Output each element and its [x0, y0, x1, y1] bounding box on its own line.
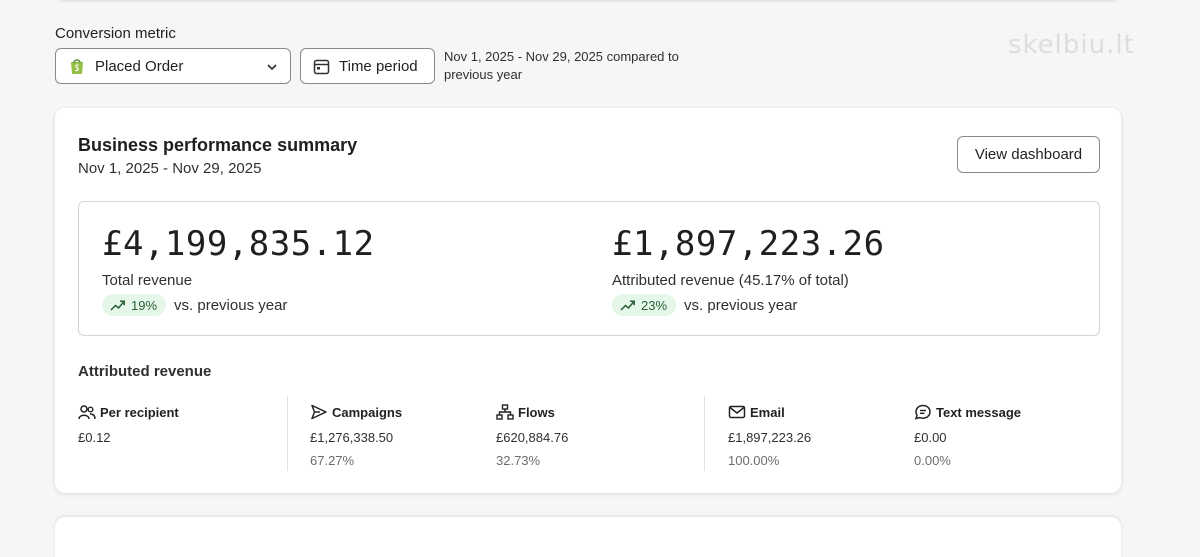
envelope-icon [728, 404, 746, 420]
time-period-label: Time period [339, 57, 418, 75]
metric-selected-value: Placed Order [95, 57, 184, 75]
trend-up-icon [110, 299, 125, 311]
flows-percent: 32.73% [496, 453, 541, 468]
period-description: Nov 1, 2025 - Nov 29, 2025 compared to p… [444, 49, 679, 82]
conversion-metric-label: Conversion metric [55, 25, 176, 42]
kpi-box: £4,199,835.12 Total revenue 19% vs. prev… [78, 201, 1100, 336]
calendar-icon [313, 58, 330, 75]
chat-bubble-icon [914, 404, 932, 420]
text-message-label: Text message [936, 404, 1022, 420]
people-icon [78, 404, 96, 420]
attributed-revenue-delta-badge: 23% [612, 294, 677, 316]
total-revenue-delta-badge: 19% [102, 294, 167, 316]
watermark: skelbiu.lt [1008, 30, 1135, 60]
text-message-stat: Text message £0.00 0.00% [914, 404, 1022, 469]
email-label: Email [750, 404, 785, 420]
email-stat: Email £1,897,223.26 100.00% [728, 404, 812, 469]
flow-tree-icon [496, 404, 514, 420]
chevron-down-icon [266, 60, 278, 72]
per-recipient-value: £0.12 [78, 430, 111, 445]
divider [704, 396, 705, 471]
business-performance-card: Business performance summary Nov 1, 2025… [55, 108, 1121, 493]
attributed-revenue-label: Attributed revenue (45.17% of total) [612, 272, 849, 289]
attributed-revenue-section-title: Attributed revenue [78, 363, 212, 380]
attributed-revenue-kpi: £1,897,223.26 Attributed revenue (45.17%… [612, 224, 885, 316]
text-message-value: £0.00 [914, 430, 947, 445]
campaigns-value: £1,276,338.50 [310, 430, 394, 445]
card-title: Business performance summary [78, 135, 358, 155]
text-message-percent: 0.00% [914, 453, 951, 468]
total-revenue-label: Total revenue [102, 272, 193, 289]
shopify-bag-icon [69, 57, 85, 75]
campaigns-label: Campaigns [332, 404, 403, 420]
total-revenue-kpi: £4,199,835.12 Total revenue 19% vs. prev… [102, 224, 375, 316]
trend-up-icon [620, 299, 635, 311]
email-percent: 100.00% [728, 453, 780, 468]
email-value: £1,897,223.26 [728, 430, 812, 445]
per-recipient-label: Per recipient [100, 404, 179, 420]
attributed-revenue-value: £1,897,223.26 [612, 224, 885, 264]
send-icon [310, 404, 328, 420]
time-period-button[interactable]: Time period [300, 48, 435, 84]
per-recipient-stat: Per recipient £0.12 [78, 404, 179, 446]
total-revenue-value: £4,199,835.12 [102, 224, 375, 264]
view-dashboard-button[interactable]: View dashboard [957, 136, 1100, 173]
attributed-revenue-delta: 23% [641, 297, 668, 313]
attributed-revenue-delta-text: vs. previous year [684, 296, 798, 314]
total-revenue-delta: 19% [131, 297, 158, 313]
campaigns-percent: 67.27% [310, 453, 355, 468]
total-revenue-delta-text: vs. previous year [174, 296, 288, 314]
flows-label: Flows [518, 404, 555, 420]
next-card-edge [55, 517, 1121, 557]
card-date-range: Nov 1, 2025 - Nov 29, 2025 [78, 160, 262, 177]
campaigns-stat: Campaigns £1,276,338.50 67.27% [310, 404, 403, 469]
divider [287, 396, 288, 471]
conversion-metric-select[interactable]: Placed Order [55, 48, 291, 84]
flows-value: £620,884.76 [496, 430, 569, 445]
flows-stat: Flows £620,884.76 32.73% [496, 404, 568, 468]
